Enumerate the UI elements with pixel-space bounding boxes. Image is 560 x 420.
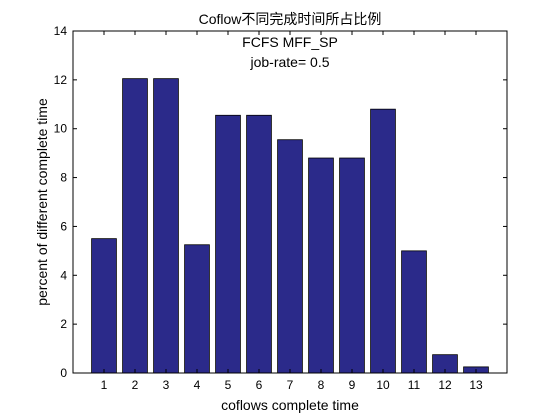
y-tick-label: 0	[60, 366, 67, 380]
x-tick-label: 1	[101, 378, 108, 392]
annotation-algorithm: FCFS MFF_SP	[242, 34, 338, 50]
x-tick-label: 5	[225, 378, 232, 392]
x-tick-label: 12	[438, 378, 452, 392]
x-tick-label: 4	[194, 378, 201, 392]
bar-3	[153, 78, 179, 374]
y-tick-label: 14	[54, 24, 68, 38]
bar-4	[184, 244, 210, 374]
y-tick-label: 8	[60, 171, 67, 185]
bar-6	[246, 114, 272, 374]
x-tick-label: 11	[408, 378, 421, 392]
x-tick-label: 9	[349, 378, 356, 392]
bar-9	[339, 157, 365, 374]
bar-10	[370, 108, 396, 374]
x-tick-label: 2	[132, 378, 139, 392]
x-tick-label: 7	[287, 378, 294, 392]
y-tick-label: 12	[54, 73, 68, 87]
y-tick-label: 10	[54, 122, 68, 136]
x-tick-label: 8	[318, 378, 325, 392]
bar-11	[401, 250, 427, 374]
bar-7	[277, 139, 303, 374]
bar-1	[91, 238, 117, 374]
x-tick-label: 13	[469, 378, 483, 392]
x-tick-label: 6	[256, 378, 263, 392]
x-tick-label: 3	[163, 378, 170, 392]
y-tick-label: 2	[60, 317, 67, 331]
y-tick-label: 4	[60, 268, 67, 282]
annotation-job-rate: job-rate= 0.5	[250, 54, 330, 70]
y-axis-label: percent of different complete time	[34, 98, 50, 306]
bar-8	[308, 157, 334, 374]
chart-title: Coflow不同完成时间所占比例	[199, 11, 382, 27]
x-tick-label: 10	[376, 378, 390, 392]
bar-5	[215, 114, 241, 374]
bars-group	[91, 78, 489, 374]
bar-2	[122, 78, 148, 374]
x-axis-label: coflows complete time	[221, 397, 359, 413]
y-tick-label: 6	[60, 219, 67, 233]
